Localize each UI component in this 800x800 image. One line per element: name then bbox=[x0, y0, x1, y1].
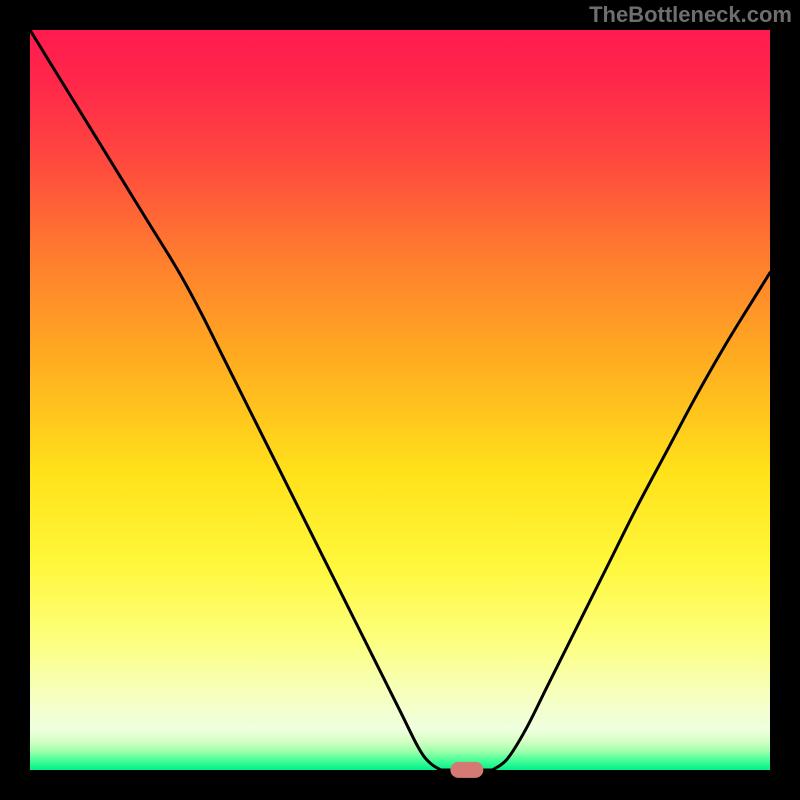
curve-overlay bbox=[30, 30, 770, 770]
watermark-text: TheBottleneck.com bbox=[589, 2, 792, 28]
chart-frame: TheBottleneck.com bbox=[0, 0, 800, 800]
bottleneck-marker bbox=[450, 762, 483, 778]
plot-area bbox=[30, 30, 770, 770]
